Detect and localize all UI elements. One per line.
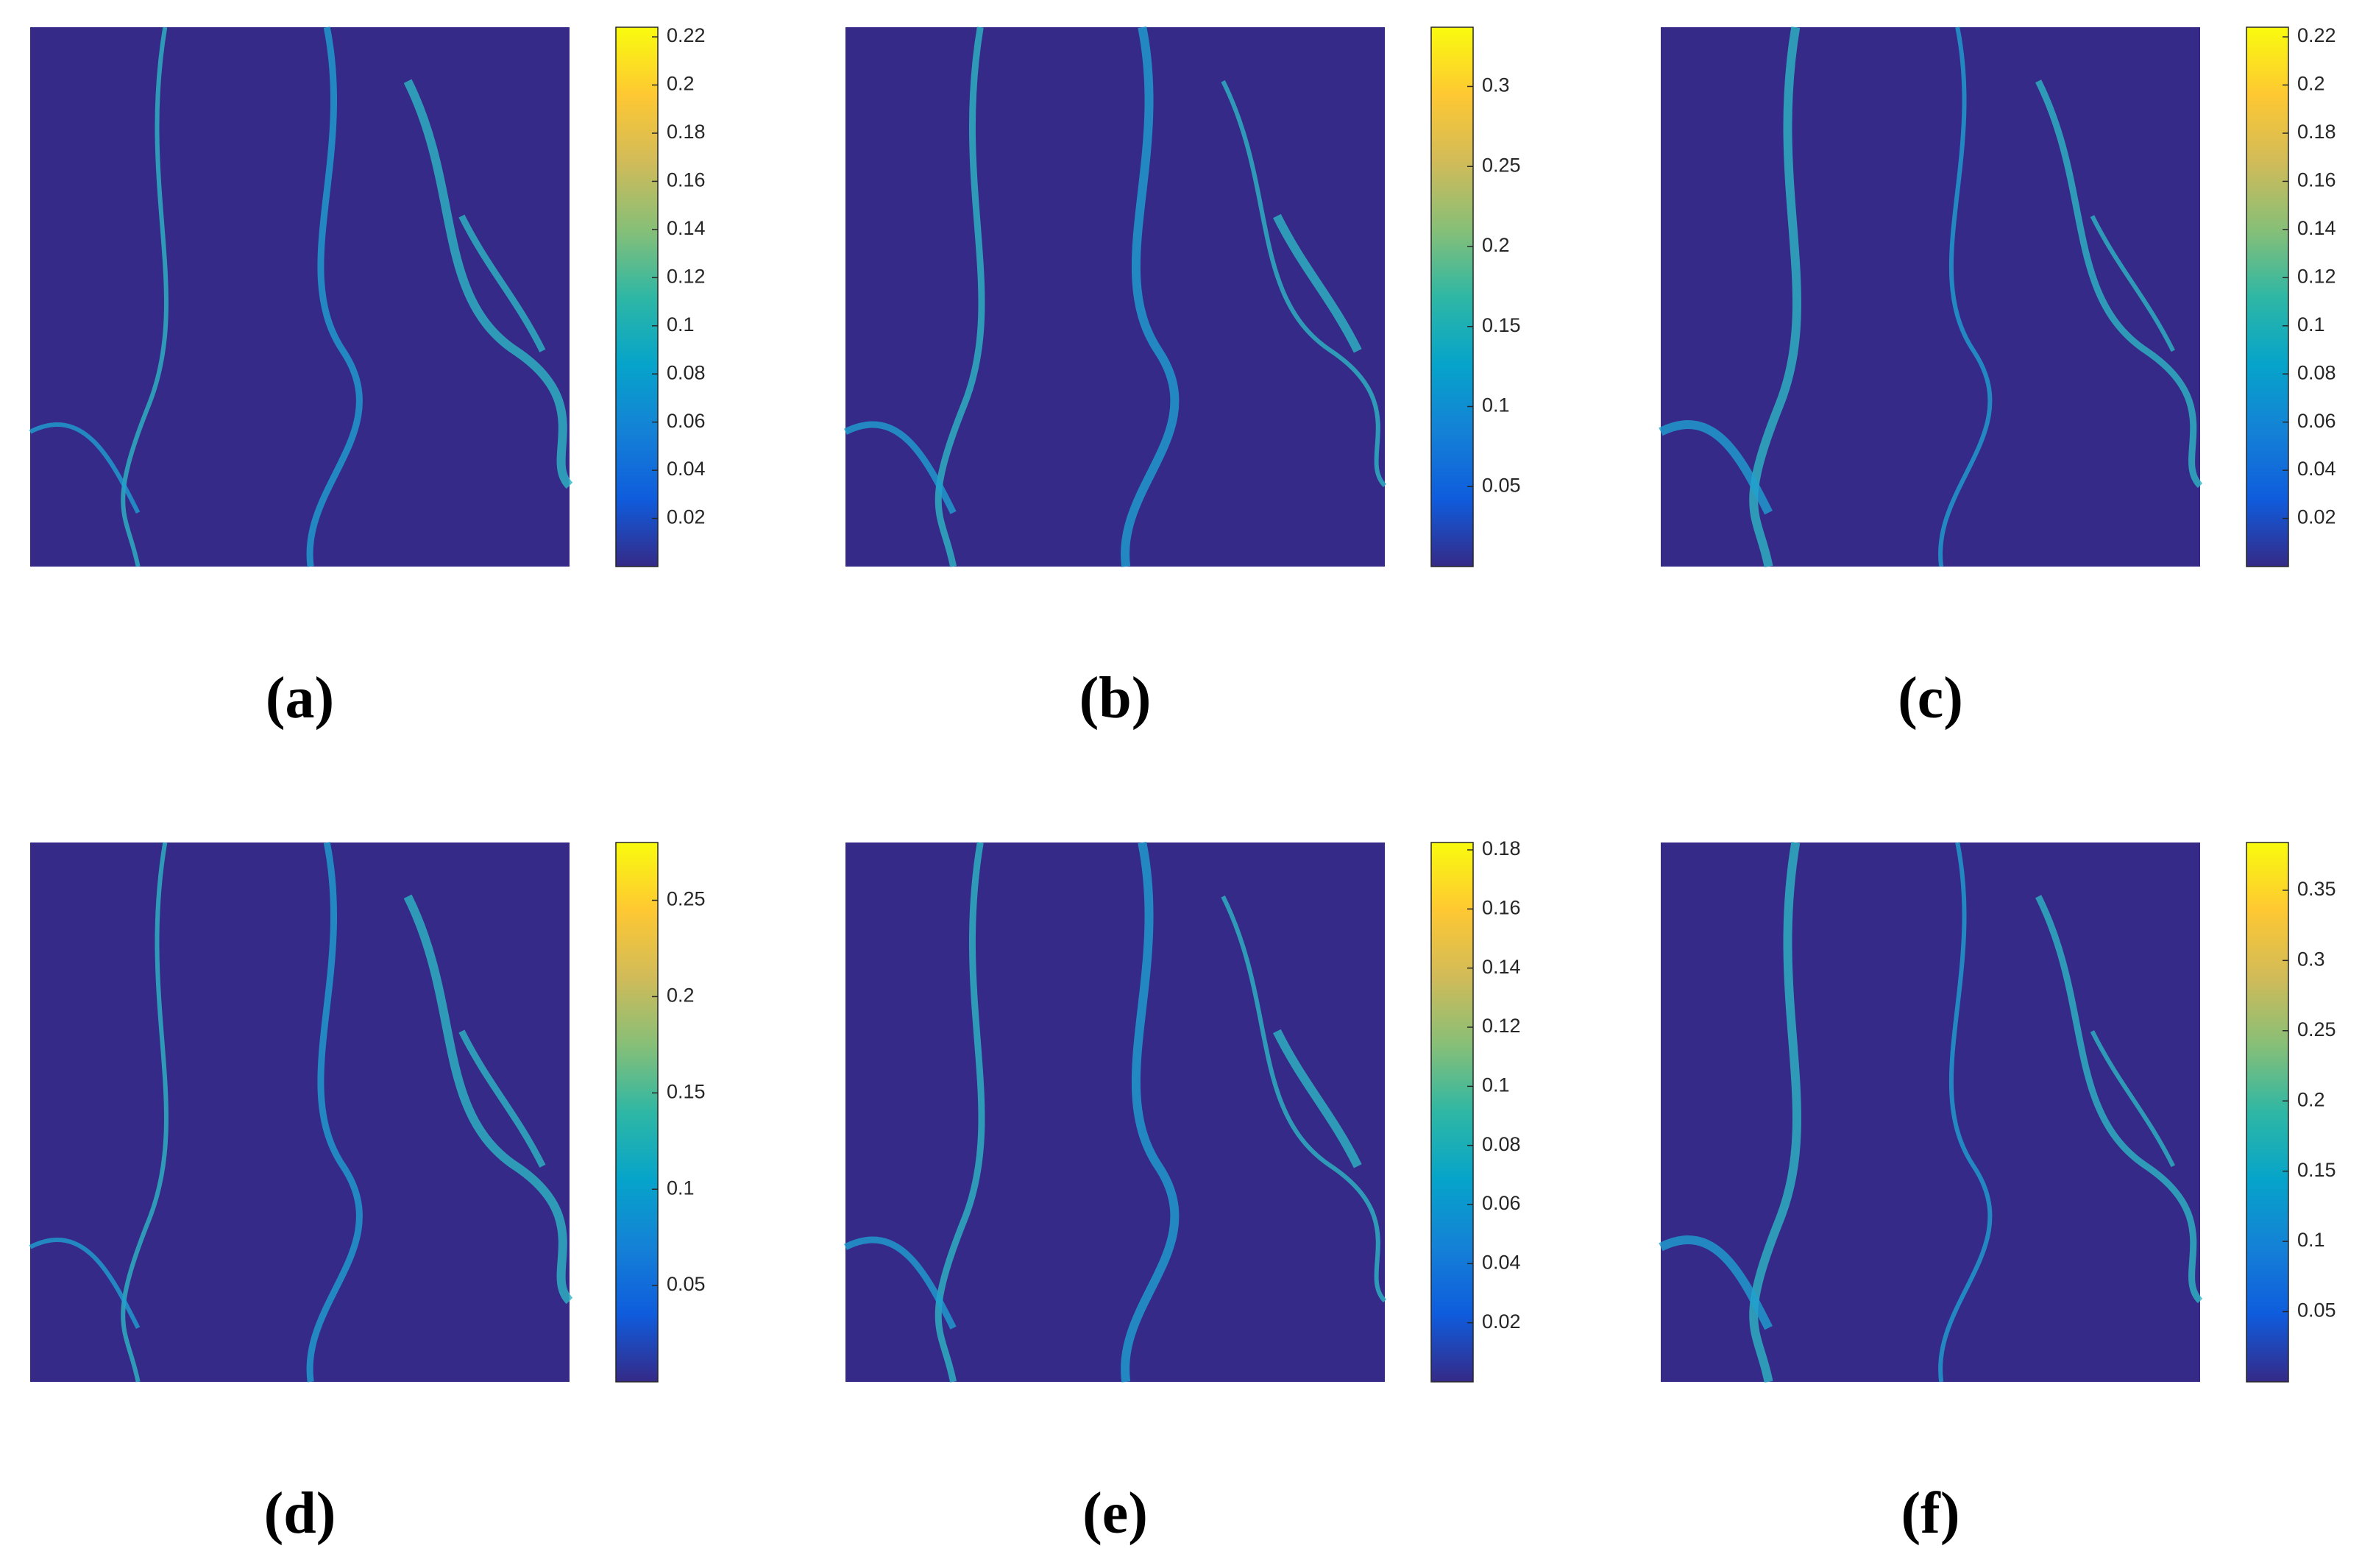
colorbar-tick-label: 0.15	[2297, 1159, 2336, 1181]
colorbar	[615, 842, 659, 1383]
colorbar-tick-label: 0.3	[1482, 74, 1510, 96]
colorbar-tick-label: 0.1	[1482, 394, 1510, 416]
heatmap-feature	[29, 422, 141, 514]
heatmap-feature	[1659, 420, 1773, 515]
heatmap-feature	[1121, 841, 1180, 1383]
colorbar-tick-label: 0.04	[667, 458, 706, 480]
heatmap-image	[1661, 27, 2200, 567]
colorbar	[2246, 842, 2289, 1383]
colorbar-tick-label: 0.18	[667, 121, 706, 143]
heatmap-feature	[121, 26, 169, 567]
colorbar-tick-label: 0.25	[2297, 1018, 2336, 1040]
heatmap-feature	[2035, 79, 2203, 489]
colorbar-tick-label: 0.1	[1482, 1074, 1510, 1096]
colorbar-tick-label: 0.1	[2297, 1229, 2325, 1251]
heatmap-feature	[1938, 842, 1993, 1383]
heatmap-image	[845, 842, 1385, 1382]
heatmap-feature	[843, 421, 957, 514]
heatmap-feature	[1273, 213, 1362, 353]
colorbar-tick-label: 0.08	[1482, 1133, 1521, 1155]
colorbar-tick-label: 0.2	[2297, 73, 2325, 95]
colorbar	[1430, 26, 1474, 567]
colorbar-tick-label: 0.1	[667, 313, 695, 336]
panel-label: (a)	[266, 666, 334, 731]
heatmap-feature	[1273, 1029, 1362, 1168]
heatmap-feature	[403, 79, 573, 489]
heatmap-image	[1661, 842, 2200, 1382]
colorbar-tick-label: 0.2	[667, 73, 695, 95]
heatmap-feature	[1749, 842, 1801, 1383]
colorbar-tick-label: 0.05	[667, 1273, 706, 1295]
colorbar-tick-label: 0.16	[2297, 169, 2336, 191]
heatmap-feature	[1221, 79, 1387, 488]
colorbar-tick-label: 0.05	[1482, 474, 1521, 496]
heatmap-feature	[1659, 1235, 1773, 1330]
colorbar-tick-label: 0.1	[667, 1177, 695, 1199]
colorbar-tick-label: 0.22	[667, 24, 706, 46]
colorbar-tick-label: 0.15	[667, 1080, 706, 1102]
colorbar-tick-label: 0.18	[1482, 837, 1521, 859]
heatmap-image	[30, 842, 570, 1382]
colorbar-tick-label: 0.12	[667, 265, 706, 287]
heatmap-feature	[403, 894, 573, 1305]
colorbar-tick-label: 0.15	[1482, 314, 1521, 336]
colorbar-tick-label: 0.18	[2297, 121, 2336, 143]
heatmap-feature	[934, 842, 985, 1383]
heatmap-feature	[458, 214, 546, 352]
colorbar-tick-label: 0.2	[667, 985, 695, 1007]
colorbar-tick-label: 0.2	[2297, 1088, 2325, 1110]
colorbar-tick-label: 0.22	[2297, 24, 2336, 46]
colorbar-tick-label: 0.2	[1482, 234, 1510, 256]
panel-label: (c)	[1898, 666, 1963, 731]
colorbar-tick-label: 0.02	[1482, 1310, 1521, 1333]
colorbar-tick-label: 0.14	[1482, 956, 1521, 978]
heatmap-feature	[29, 1238, 141, 1330]
panel-label: (f)	[1901, 1481, 1960, 1546]
colorbar-tick-label: 0.3	[2297, 948, 2325, 970]
colorbar-tick-label: 0.08	[2297, 361, 2336, 383]
colorbar-tick-label: 0.16	[667, 169, 706, 191]
colorbar-tick-label: 0.02	[2297, 506, 2336, 528]
colorbar-tick-label: 0.06	[1482, 1192, 1521, 1214]
panel-label: (d)	[264, 1481, 336, 1546]
heatmap-feature	[306, 26, 363, 567]
colorbar-tick-label: 0.06	[667, 410, 706, 432]
colorbar-tick-label: 0.04	[2297, 458, 2336, 480]
colorbar-tick-label: 0.08	[667, 361, 706, 383]
heatmap-feature	[934, 26, 985, 567]
colorbar-tick-label: 0.16	[1482, 896, 1521, 918]
heatmap-feature	[1221, 895, 1387, 1303]
panel-label: (e)	[1082, 1481, 1148, 1546]
heatmap-feature	[1938, 26, 1993, 567]
colorbar	[615, 26, 659, 567]
colorbar-tick-label: 0.05	[2297, 1299, 2336, 1322]
colorbar-tick-label: 0.02	[667, 506, 706, 528]
heatmap-feature	[458, 1029, 546, 1168]
colorbar-tick-label: 0.14	[667, 217, 706, 239]
heatmap-feature	[2035, 895, 2203, 1304]
panel-label: (b)	[1079, 666, 1152, 731]
colorbar-tick-label: 0.06	[2297, 410, 2336, 432]
heatmap-feature	[2090, 1030, 2175, 1168]
colorbar-tick-label: 0.14	[2297, 217, 2336, 239]
colorbar-tick-label: 0.35	[2297, 878, 2336, 900]
colorbar-tick-label: 0.04	[1482, 1251, 1521, 1273]
colorbar-tick-label: 0.12	[1482, 1015, 1521, 1037]
colorbar	[1430, 842, 1474, 1383]
colorbar	[2246, 26, 2289, 567]
colorbar-tick-label: 0.12	[2297, 265, 2336, 287]
heatmap-feature	[121, 842, 169, 1383]
heatmap-image	[845, 27, 1385, 567]
heatmap-feature	[1749, 26, 1801, 568]
colorbar-tick-label: 0.1	[2297, 313, 2325, 336]
heatmap-feature	[2090, 215, 2175, 352]
heatmap-feature	[306, 842, 363, 1383]
heatmap-image	[30, 27, 570, 567]
heatmap-feature	[843, 1236, 957, 1330]
colorbar-tick-label: 0.25	[1482, 154, 1521, 176]
heatmap-feature	[1121, 26, 1180, 567]
colorbar-tick-label: 0.25	[667, 888, 706, 910]
